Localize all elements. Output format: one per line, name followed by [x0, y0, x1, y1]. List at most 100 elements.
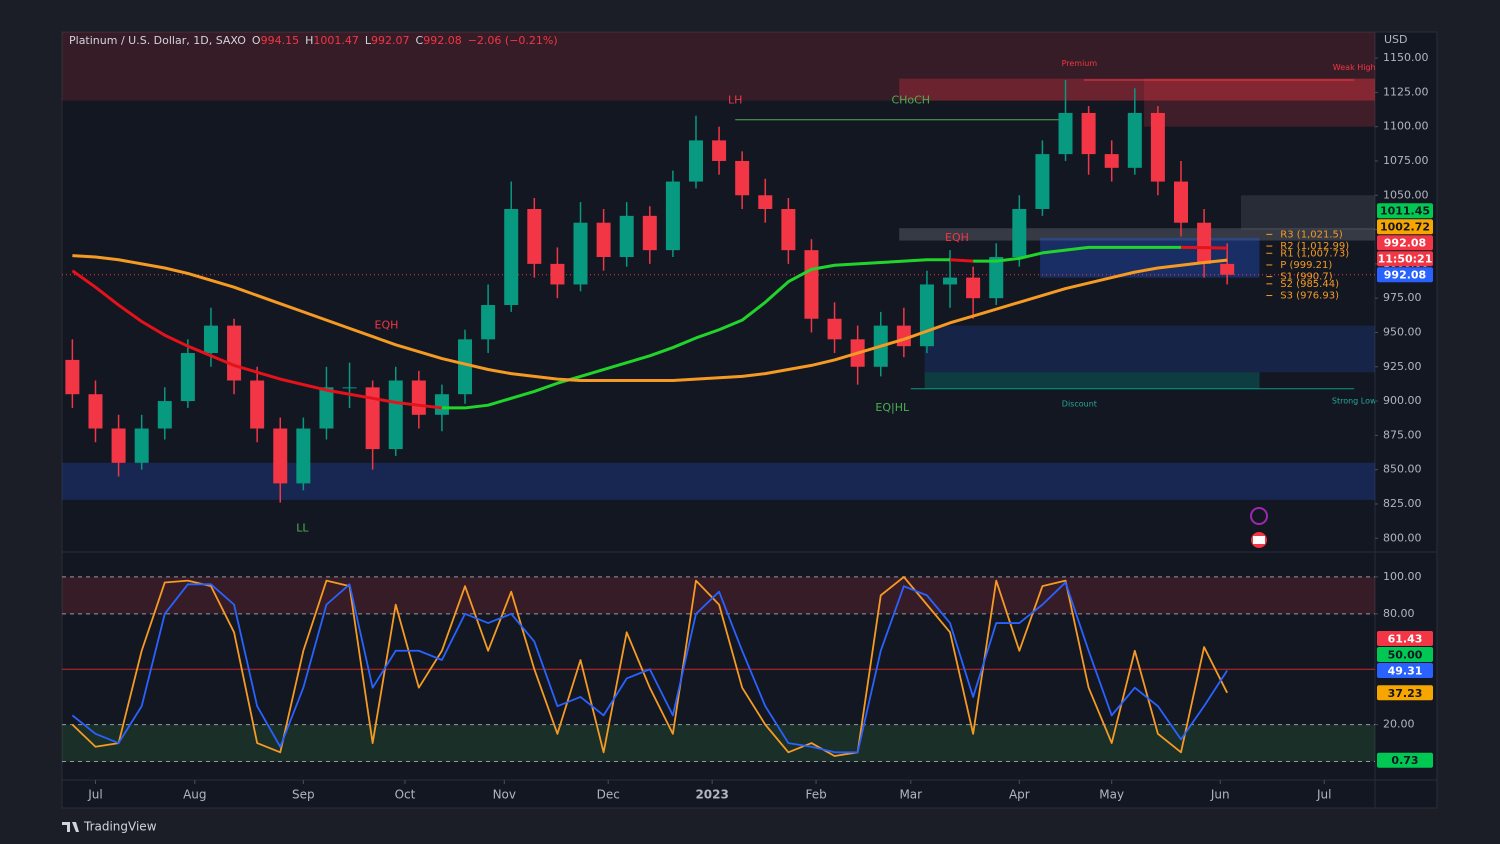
candle-body [1035, 154, 1050, 209]
candle-body [458, 339, 473, 395]
candle-body [180, 353, 195, 402]
flag-icon-stripe [1253, 536, 1265, 544]
zone [62, 32, 1375, 101]
price-badge-label: 11:50:21 [1378, 253, 1433, 266]
indicator-line [71, 269, 443, 410]
stoch-line [71, 581, 1228, 754]
candle-body [411, 380, 426, 415]
candle-body [65, 359, 80, 395]
annotation: Discount [1062, 399, 1097, 408]
candle-body [1220, 263, 1235, 275]
candle-body [388, 380, 403, 450]
quote-value: 992.07 [371, 34, 410, 47]
candle-body [966, 277, 981, 299]
zone [62, 462, 1375, 500]
zone [1144, 78, 1375, 127]
annotation: LL [296, 522, 309, 535]
candle-body [688, 140, 703, 182]
candle-body [896, 325, 911, 347]
quote-key: L [365, 34, 372, 47]
candle-body [1081, 112, 1096, 155]
stoch-line [71, 576, 1228, 757]
x-tick-label: Nov [493, 788, 516, 802]
plot-area: LH CHoCHEQHEQHLLEQ|HLPremiumDiscountWeak … [62, 32, 1375, 535]
candle-body [319, 387, 334, 429]
x-tick-label: Sep [292, 788, 315, 802]
chart-panel [61, 31, 1438, 809]
y-tick-label: 1125.00 [1383, 85, 1429, 98]
indicator-line [949, 258, 974, 263]
y-tick-label: 80.00 [1383, 607, 1415, 620]
quote-key: H [305, 34, 313, 47]
candle-body [804, 250, 819, 319]
y-tick-label: 925.00 [1383, 360, 1422, 373]
candle-body [781, 208, 796, 251]
currency-label: USD [1384, 33, 1408, 46]
tv-logo [62, 822, 79, 832]
candle-body [919, 284, 934, 347]
quote-value: 1001.47 [313, 34, 359, 47]
candle-body [157, 401, 172, 429]
price-badge [1377, 685, 1433, 701]
price-badge [1377, 663, 1433, 679]
candle-body [1104, 154, 1119, 168]
price-badge [1377, 631, 1433, 647]
candle-body [88, 394, 103, 429]
price-badge-label: 992.08 [1384, 269, 1426, 282]
x-tick-label: Dec [597, 788, 620, 802]
x-tick-label: Mar [899, 788, 922, 802]
pivot-label: P (999.21) [1280, 260, 1332, 271]
price-badge [1377, 752, 1433, 768]
quote-value: 994.15 [261, 34, 300, 47]
x-tick-label: Oct [395, 788, 416, 802]
price-badge-label: 0.73 [1391, 754, 1418, 767]
footer-brand: TradingView [83, 820, 157, 834]
candle-body [227, 325, 242, 381]
y-tick-label: 100.00 [1383, 570, 1422, 583]
candle-body [1197, 222, 1212, 264]
quote-key: O [252, 34, 261, 47]
candle-body [1058, 112, 1073, 155]
candle-body [989, 257, 1004, 299]
x-tick-label: Jun [1210, 788, 1230, 802]
annotation: Premium [1062, 59, 1098, 68]
zone [1241, 195, 1375, 230]
candle-body [619, 215, 634, 258]
y-tick-label: 20.00 [1383, 718, 1415, 731]
pivot-label: R2 (1,012.99) [1280, 241, 1349, 252]
y-tick-label: 875.00 [1383, 428, 1422, 441]
pivot-label: R3 (1,021.5) [1280, 229, 1343, 240]
candle-body [434, 394, 449, 415]
price-badge-label: 49.31 [1388, 665, 1423, 678]
price-badge-label: 37.23 [1388, 687, 1423, 700]
quote-value: 992.08 [423, 34, 462, 47]
x-tick-label: May [1099, 788, 1124, 802]
candle-body [758, 195, 773, 209]
candle-body [596, 222, 611, 258]
candle-body [111, 428, 126, 463]
event-icon[interactable] [1250, 507, 1268, 525]
candle-body [203, 325, 218, 354]
price-badge-label: 1002.72 [1380, 221, 1430, 234]
zone [899, 78, 1375, 101]
indicator-line [1180, 245, 1228, 250]
y-tick-label: 900.00 [1383, 394, 1422, 407]
y-tick-label: 800.00 [1383, 531, 1422, 544]
annotation: EQH [375, 319, 399, 332]
price-badge [1377, 251, 1433, 267]
band [62, 576, 1375, 614]
candle-body [250, 380, 265, 429]
indicator-line [72, 254, 1228, 382]
candle-body [943, 277, 958, 285]
candle-body [273, 428, 288, 484]
price-badge [1377, 235, 1433, 251]
y-tick-label: 1150.00 [1383, 51, 1429, 64]
price-badge-label: 61.43 [1388, 633, 1423, 646]
annotation: CHoCH [891, 94, 930, 107]
candle-body [1150, 112, 1165, 182]
plot-area [62, 576, 1375, 763]
y-tick-label: 850.00 [1383, 463, 1422, 476]
price-badge-label: 992.08 [1384, 237, 1426, 250]
pivot-label: R1 (1,007.73) [1280, 248, 1349, 259]
